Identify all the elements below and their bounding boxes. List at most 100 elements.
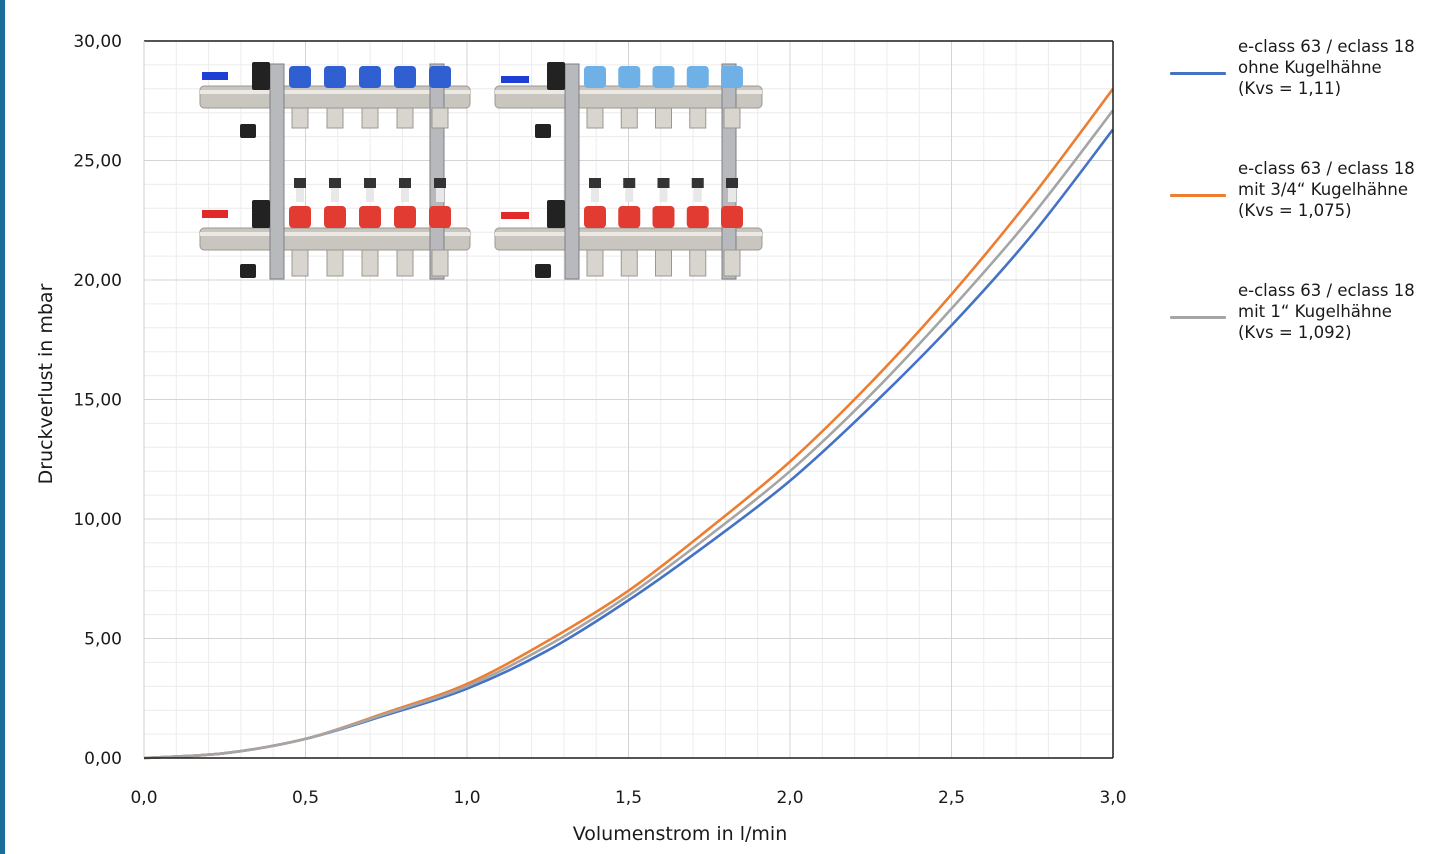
outlet-stub — [396, 107, 414, 129]
legend-label-line: e-class 63 / eclass 18 — [1238, 159, 1415, 178]
x-tick-labels: 0,0 0,5 1,0 1,5 2,0 2,5 3,0 — [130, 788, 1126, 808]
outlet-stub — [620, 107, 638, 129]
valve-cap-blue — [584, 66, 606, 88]
blue-valve-handle — [501, 76, 529, 83]
flowmeter-red — [652, 206, 675, 228]
flowmeter-red — [686, 206, 709, 228]
x-tick-label: 1,5 — [615, 788, 642, 808]
valve-cap-blue — [394, 66, 416, 88]
outlet-stub — [620, 249, 638, 277]
valve-cap-blue — [289, 66, 311, 88]
legend-label-line: (Kvs = 1,11) — [1238, 79, 1342, 98]
legend-label-line: (Kvs = 1,092) — [1238, 323, 1352, 342]
flowmeter-cap — [691, 178, 704, 188]
legend-label-line: ohne Kugelhähne — [1238, 58, 1382, 77]
red-valve-handle — [202, 210, 228, 218]
legend-swatch — [1170, 194, 1226, 197]
y-tick-label: 20,00 — [73, 271, 122, 291]
x-tick-label: 2,0 — [776, 788, 803, 808]
x-tick-label: 2,5 — [938, 788, 965, 808]
red-valve-handle — [501, 212, 529, 219]
legend-label-line: (Kvs = 1,075) — [1238, 201, 1352, 220]
flowmeter-glass — [366, 188, 374, 202]
blue-valve-handle — [202, 72, 228, 80]
rail-shine — [200, 90, 470, 94]
flowmeter-red — [584, 206, 606, 228]
flowmeter-cap — [399, 178, 411, 188]
flowmeter-cap — [623, 178, 636, 188]
flowmeter-red — [359, 206, 381, 228]
major-gridlines — [144, 41, 1113, 758]
y-tick-label: 15,00 — [73, 391, 122, 411]
rail-shine — [200, 232, 470, 236]
outlet-stub — [689, 107, 707, 129]
legend-label: e-class 63 / eclass 18 mit 1“ Kugelhähne (… — [1238, 280, 1447, 343]
outlet-stub — [326, 249, 344, 277]
legend-swatch — [1170, 72, 1226, 75]
rail-shine — [495, 90, 762, 94]
outlet-stub — [291, 107, 309, 129]
manifold-bracket — [564, 63, 580, 280]
drain-knob — [240, 264, 256, 278]
flowmeter-glass — [625, 188, 634, 202]
valve-cap-blue — [686, 66, 709, 88]
fitting — [547, 62, 565, 90]
series-line-3 — [143, 109, 1115, 760]
outlet-stub — [723, 107, 741, 129]
flowmeter-cap — [726, 178, 738, 188]
manifold-bracket — [269, 63, 285, 280]
manifold-bracket — [721, 63, 737, 280]
drain-knob — [535, 124, 551, 138]
flowmeter-glass — [659, 188, 668, 202]
y-axis-label: Druckverlust in mbar — [35, 283, 57, 484]
valve-cap-blue — [721, 66, 743, 88]
flowmeter-glass — [591, 188, 599, 202]
flowmeter-cap — [589, 178, 601, 188]
series-lines — [143, 88, 1115, 760]
x-tick-label: 1,0 — [453, 788, 480, 808]
manifold-bracket — [429, 63, 445, 280]
x-tick-label: 0,0 — [130, 788, 157, 808]
outlet-stub — [655, 107, 672, 129]
flowmeter-glass — [401, 188, 409, 202]
outlet-stub — [396, 249, 414, 277]
flowmeter-red — [289, 206, 311, 228]
flowmeter-red — [394, 206, 416, 228]
fitting — [252, 200, 270, 228]
flowmeter-red — [324, 206, 346, 228]
y-tick-label: 30,00 — [73, 32, 122, 52]
x-tick-label: 3,0 — [1099, 788, 1126, 808]
flowmeter-cap — [294, 178, 306, 188]
legend-label: e-class 63 / eclass 18 ohne Kugelhähne (Kv… — [1238, 36, 1447, 99]
x-tick-label: 0,5 — [292, 788, 319, 808]
fitting — [547, 200, 565, 228]
flowmeter-glass — [693, 188, 702, 202]
valve-cap-blue — [652, 66, 675, 88]
fitting — [252, 62, 270, 90]
drain-knob — [535, 264, 551, 278]
manifold-image-without-ball-valves — [494, 62, 763, 280]
flowmeter-cap — [657, 178, 670, 188]
flowmeter-cap — [364, 178, 376, 188]
outlet-stub — [361, 249, 379, 277]
manifold-image-with-ball-valves — [199, 62, 471, 280]
left-accent-bar — [0, 0, 5, 854]
flowmeter-glass — [296, 188, 304, 202]
outlet-stub — [689, 249, 707, 277]
y-tick-labels: 0,00 5,00 10,00 15,00 20,00 25,00 30,00 — [73, 32, 122, 769]
flowmeter-glass — [436, 188, 444, 202]
outlet-stub — [361, 107, 379, 129]
outlet-stub — [431, 107, 449, 129]
valve-cap-blue — [429, 66, 451, 88]
valve-cap-blue — [618, 66, 641, 88]
flowmeter-red — [618, 206, 641, 228]
x-axis-label: Volumenstrom in l/min — [573, 823, 788, 845]
y-tick-label: 5,00 — [84, 630, 122, 650]
outlet-stub — [326, 107, 344, 129]
y-tick-label: 10,00 — [73, 510, 122, 530]
drain-knob — [240, 124, 256, 138]
legend-swatch — [1170, 316, 1226, 319]
flowmeter-red — [721, 206, 743, 228]
legend-label-line: e-class 63 / eclass 18 — [1238, 37, 1415, 56]
valve-cap-blue — [359, 66, 381, 88]
